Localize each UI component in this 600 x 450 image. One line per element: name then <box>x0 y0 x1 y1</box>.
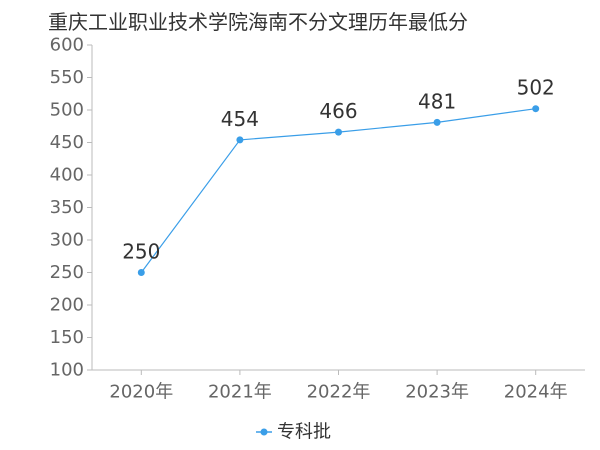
y-tick-label: 450 <box>50 132 84 153</box>
x-tick-label: 2023年 <box>405 382 469 403</box>
x-tick-label: 2020年 <box>109 382 173 403</box>
legend-label: 专科批 <box>277 422 331 443</box>
data-point <box>137 269 145 276</box>
data-point <box>433 118 441 126</box>
y-tick-label: 200 <box>50 295 84 316</box>
x-tick-label: 2021年 <box>208 382 272 403</box>
legend-point-marker <box>260 428 268 436</box>
y-tick-label: 150 <box>50 327 84 348</box>
x-tick-label: 2024年 <box>504 382 568 403</box>
y-tick-label: 100 <box>50 360 84 381</box>
y-tick-label: 500 <box>50 100 84 121</box>
y-tick-label: 600 <box>50 35 84 56</box>
y-tick-label: 550 <box>50 67 84 88</box>
chart-title: 重庆工业职业技术学院海南不分文理历年最低分 <box>48 10 468 34</box>
data-label: 502 <box>517 76 555 100</box>
data-label: 250 <box>122 240 160 264</box>
y-tick-label: 300 <box>50 230 84 251</box>
y-tick-label: 350 <box>50 197 84 218</box>
data-point <box>236 136 244 144</box>
data-label: 466 <box>319 99 357 123</box>
data-point <box>532 105 540 113</box>
y-tick-label: 400 <box>50 165 84 186</box>
y-tick-label: 250 <box>50 262 84 283</box>
data-label: 454 <box>221 107 259 131</box>
data-point <box>335 128 342 136</box>
data-label: 481 <box>418 89 456 113</box>
x-tick-label: 2022年 <box>307 382 371 403</box>
